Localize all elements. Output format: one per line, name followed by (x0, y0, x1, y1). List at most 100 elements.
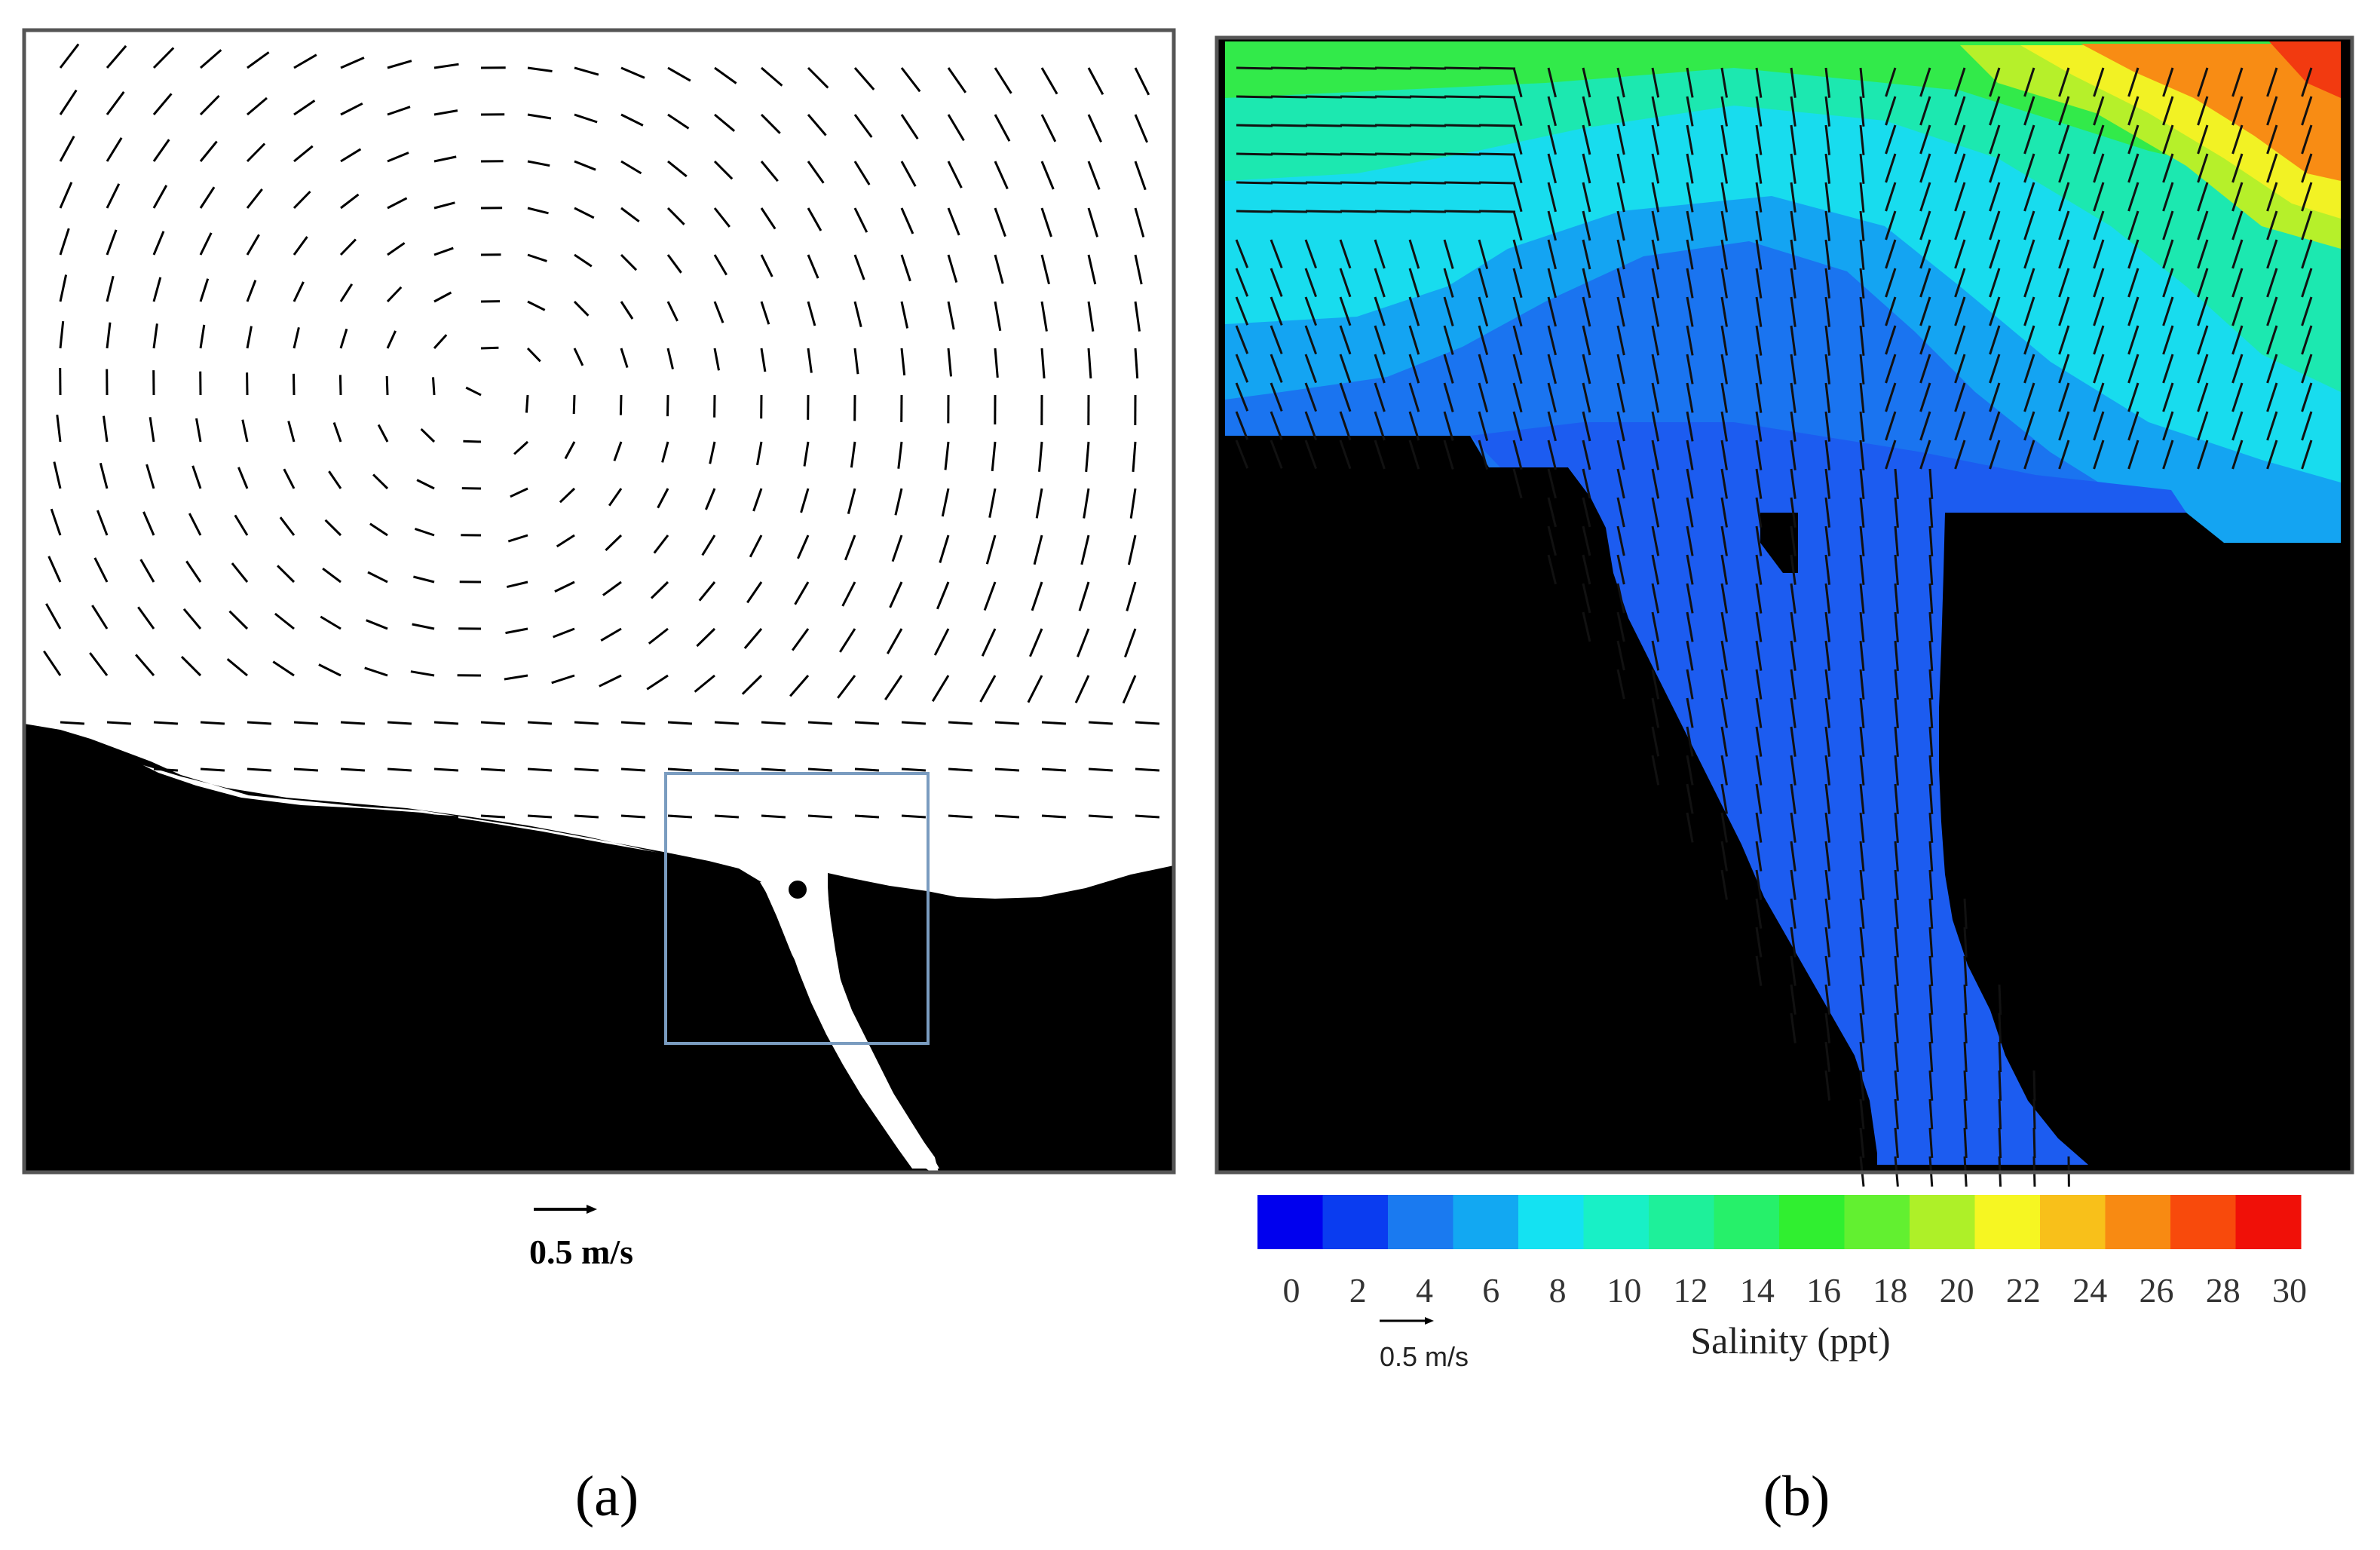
flow-vector (283, 468, 296, 489)
flow-vector (2301, 296, 2313, 326)
flow-vector (1720, 755, 1728, 786)
flow-vector (2162, 96, 2174, 126)
flow-vector (1547, 153, 1557, 184)
flow-vector (714, 721, 739, 725)
flow-vector (2266, 268, 2278, 298)
flow-vector (1582, 124, 1591, 155)
flow-vector (1478, 354, 1489, 384)
flow-vector (1547, 411, 1557, 442)
flow-vector (1651, 239, 1660, 270)
flow-vector (713, 207, 731, 228)
flow-vector (1686, 382, 1694, 413)
panel-a-land-right (828, 865, 1174, 1172)
flow-vector (1305, 152, 1343, 156)
flow-vector (2023, 239, 2035, 269)
flow-vector (1790, 869, 1796, 900)
flow-vector (1547, 497, 1557, 528)
flow-vector (324, 519, 342, 537)
flow-vector (1790, 783, 1796, 814)
flow-vector (564, 441, 576, 460)
flow-vector (1236, 152, 1273, 156)
flow-vector (657, 488, 669, 509)
flow-vector (1998, 1041, 2002, 1073)
flow-vector (1755, 869, 1763, 900)
flow-vector (837, 675, 856, 699)
flow-vector (709, 441, 716, 464)
flow-vector (1443, 296, 1454, 326)
flow-vector (1582, 440, 1591, 470)
flow-vector (1954, 239, 1966, 269)
flow-vector (2058, 268, 2070, 298)
flow-vector (507, 534, 528, 543)
flow-vector (287, 421, 296, 443)
flow-vector (246, 188, 263, 209)
panel-b-scale-label: 0.5 m/s (1380, 1341, 1469, 1372)
flow-vector (853, 161, 871, 185)
flow-vector (182, 608, 202, 629)
flow-vector (1720, 812, 1728, 843)
flow-vector (1859, 583, 1865, 614)
flow-vector (153, 721, 178, 725)
flow-vector (1512, 239, 1523, 270)
flow-vector (2058, 239, 2070, 269)
flow-vector (1582, 468, 1591, 499)
flow-vector (1304, 382, 1318, 412)
flow-vector (1547, 67, 1557, 98)
flow-vector (2197, 153, 2209, 183)
flow-vector (1755, 611, 1763, 642)
flow-vector (1824, 554, 1831, 585)
flow-vector (1235, 268, 1249, 297)
flow-vector (1270, 325, 1283, 354)
flow-vector (339, 283, 354, 302)
flow-vector (2023, 296, 2035, 326)
flow-vector (1824, 210, 1831, 241)
flow-vector (1087, 348, 1092, 379)
flow-vector (1512, 411, 1523, 442)
flow-vector (941, 488, 950, 517)
flow-vector (2162, 268, 2174, 298)
flow-vector (1443, 440, 1454, 470)
colorbar-swatch (1257, 1195, 1323, 1249)
flow-vector (2058, 325, 2070, 355)
flow-vector (1408, 268, 1420, 298)
flow-vector (1134, 114, 1148, 143)
flow-vector (1919, 182, 1931, 212)
flow-vector (2197, 268, 2209, 298)
flow-vector (527, 721, 552, 725)
flow-vector (1582, 497, 1591, 528)
flow-vector (1443, 411, 1454, 441)
flow-vector (1755, 411, 1763, 442)
flow-vector (1755, 67, 1763, 98)
flow-vector (1374, 411, 1386, 441)
flow-vector (1340, 95, 1377, 99)
flow-vector (1040, 207, 1052, 237)
flow-vector (853, 301, 862, 328)
flow-vector (106, 183, 121, 209)
flow-vector (1651, 67, 1660, 98)
flow-vector (1651, 697, 1660, 728)
flow-vector (1998, 984, 2002, 1015)
flow-vector (1236, 210, 1273, 213)
flow-vector (1824, 841, 1831, 871)
flow-vector (525, 394, 529, 413)
flow-vector (1885, 268, 1897, 298)
panel-b-land-right (1939, 513, 2352, 1172)
flow-vector (1235, 239, 1249, 268)
flow-vector (756, 441, 763, 466)
flow-vector (2197, 210, 2209, 240)
flow-vector (504, 674, 528, 681)
flow-vector (1041, 767, 1066, 772)
panel-b-frame (1215, 35, 2354, 1175)
flow-vector (1928, 869, 1934, 901)
flow-vector (1894, 697, 1899, 729)
flow-vector (387, 152, 409, 163)
flow-vector (1686, 554, 1694, 585)
panel-b-island (1760, 513, 1798, 573)
flow-vector (433, 247, 454, 256)
flow-vector (1824, 124, 1831, 155)
flow-vector (1928, 898, 1934, 930)
flow-vector (1339, 296, 1352, 326)
flow-vector (1963, 927, 1968, 957)
flow-vector (1824, 583, 1831, 614)
